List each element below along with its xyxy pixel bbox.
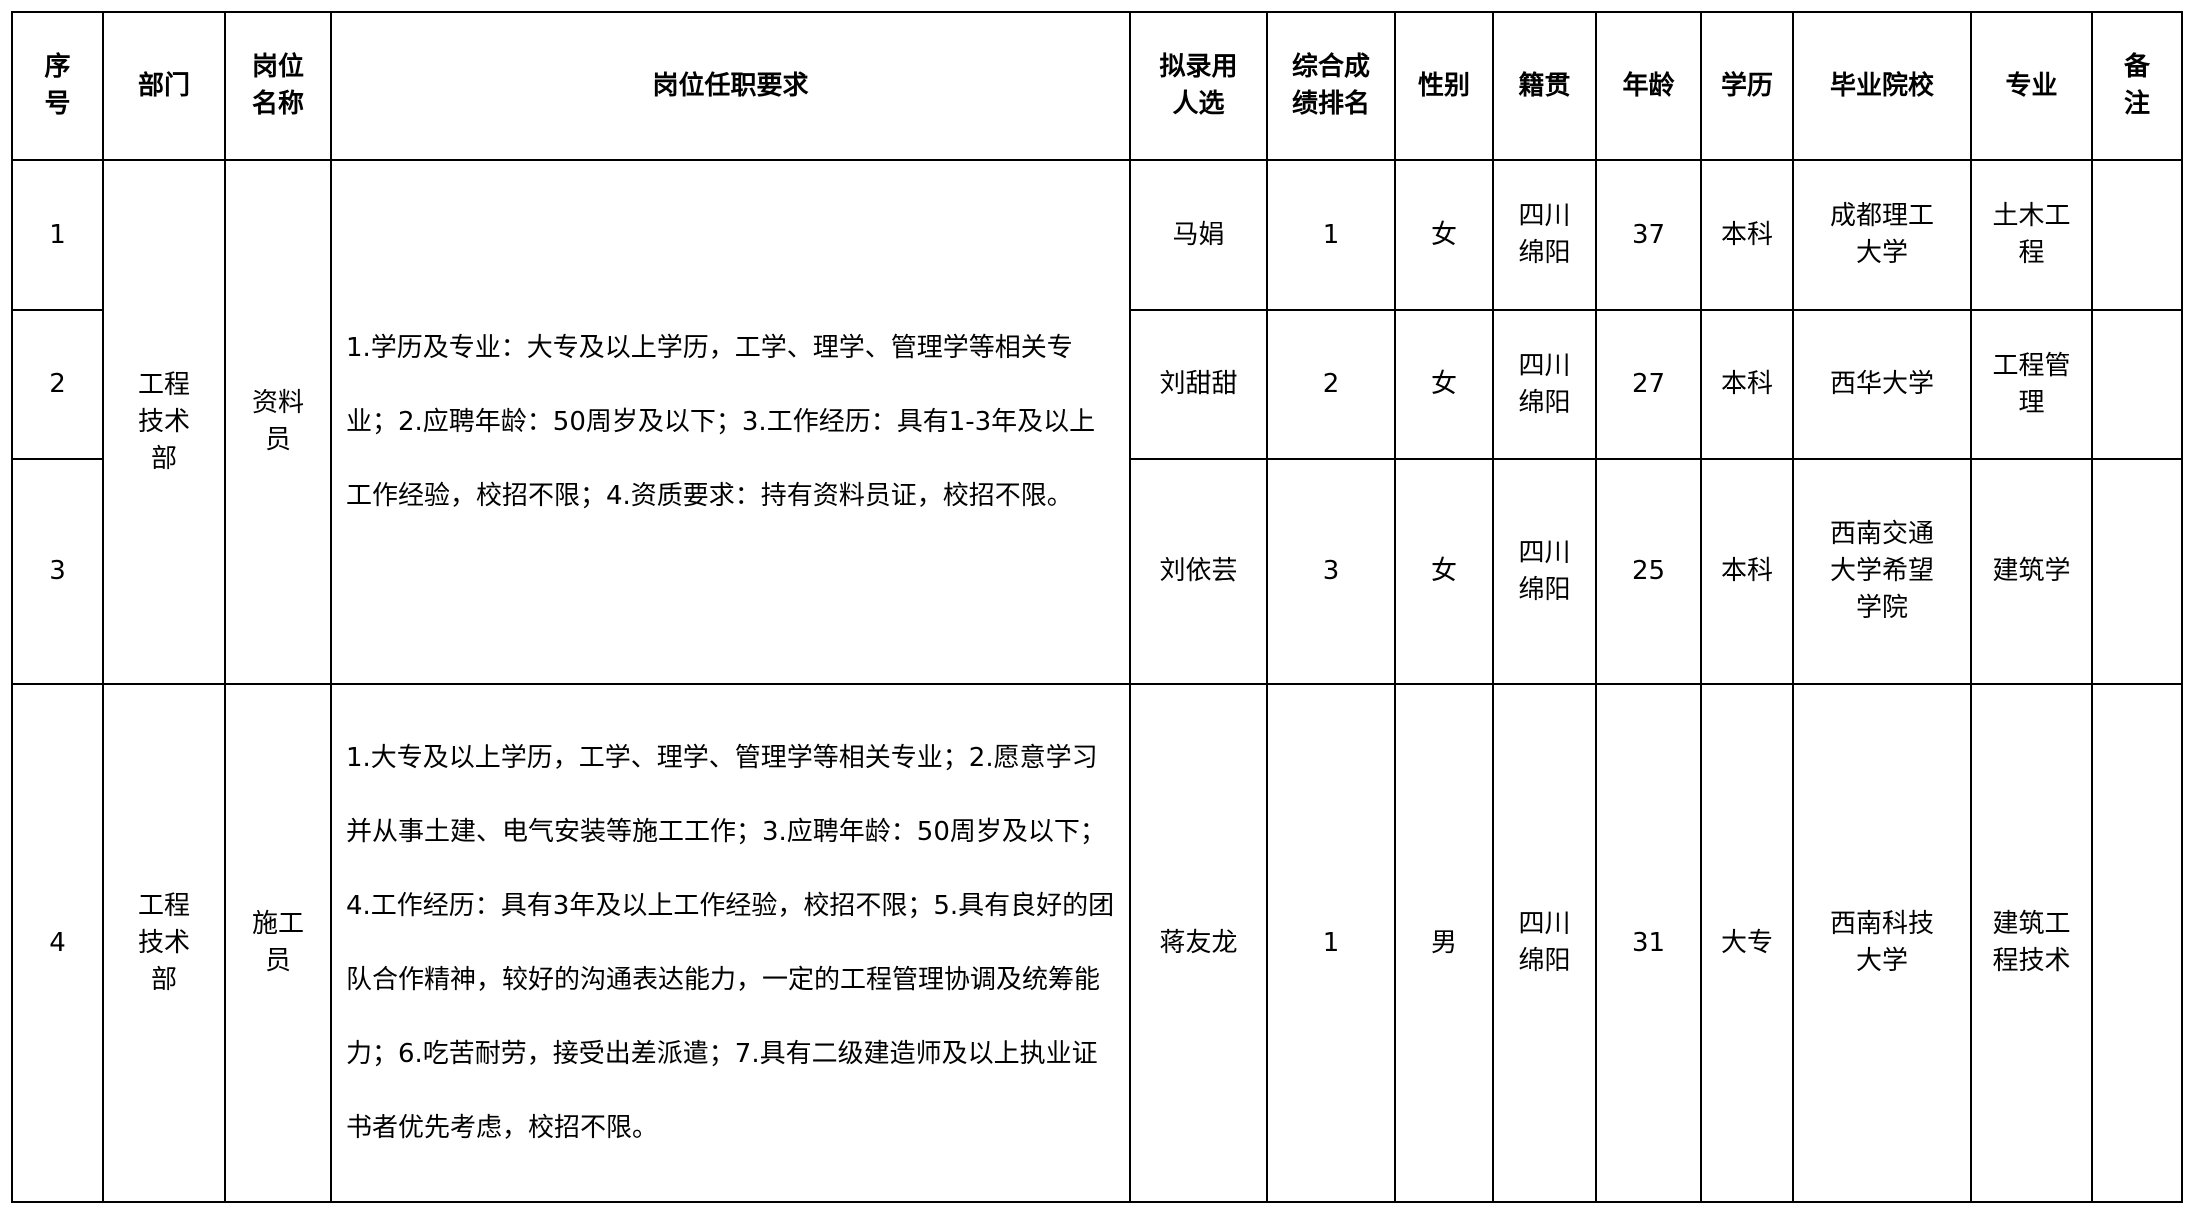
cell-note [2091,309,2183,460]
cell-school: 西南交通 大学希望 学院 [1792,458,1972,685]
cell-school: 成都理工 大学 [1792,159,1972,311]
cell-requirements: 1.学历及专业：大专及以上学历，工学、理学、管理学等相关专业；2.应聘年龄：50… [330,159,1131,685]
cell-position: 施工 员 [224,683,332,1203]
cell-note [2091,458,2183,685]
header-origin: 籍贯 [1492,11,1597,161]
table-row: 3 刘依芸 3 女 四川 绵阳 25 本科 西南交通 大学希望 学院 建筑学 [11,458,2183,685]
header-age: 年龄 [1595,11,1702,161]
cell-origin: 四川 绵阳 [1492,458,1597,685]
header-position: 岗位 名称 [224,11,332,161]
cell-age: 25 [1595,458,1702,685]
cell-education: 本科 [1700,309,1794,460]
cell-no: 3 [11,458,104,685]
cell-department: 工程 技术 部 [102,159,226,685]
cell-school: 西南科技 大学 [1792,683,1972,1203]
header-education: 学历 [1700,11,1794,161]
header-gender: 性别 [1394,11,1494,161]
header-requirements: 岗位任职要求 [330,11,1131,161]
cell-no: 1 [11,159,104,311]
cell-gender: 男 [1394,683,1494,1203]
cell-education: 本科 [1700,159,1794,311]
cell-major: 工程管 理 [1970,309,2093,460]
cell-major: 建筑学 [1970,458,2093,685]
recruitment-table: 序 号 部门 岗位 名称 岗位任职要求 拟录用 人选 综合成 绩排名 性别 籍贯… [11,11,2183,1203]
cell-age: 37 [1595,159,1702,311]
cell-no: 2 [11,309,104,460]
cell-note [2091,683,2183,1203]
header-rank: 综合成 绩排名 [1266,11,1396,161]
header-school: 毕业院校 [1792,11,1972,161]
header-department: 部门 [102,11,226,161]
header-candidate: 拟录用 人选 [1129,11,1268,161]
cell-note [2091,159,2183,311]
header-row: 序 号 部门 岗位 名称 岗位任职要求 拟录用 人选 综合成 绩排名 性别 籍贯… [11,11,2183,161]
cell-department: 工程 技术 部 [102,683,226,1203]
cell-age: 27 [1595,309,1702,460]
cell-rank: 1 [1266,683,1396,1203]
cell-major: 建筑工 程技术 [1970,683,2093,1203]
cell-major: 土木工 程 [1970,159,2093,311]
header-note: 备 注 [2091,11,2183,161]
cell-gender: 女 [1394,159,1494,311]
cell-education: 本科 [1700,458,1794,685]
cell-rank: 3 [1266,458,1396,685]
cell-age: 31 [1595,683,1702,1203]
cell-candidate: 马娟 [1129,159,1268,311]
cell-origin: 四川 绵阳 [1492,159,1597,311]
cell-position: 资料 员 [224,159,332,685]
cell-education: 大专 [1700,683,1794,1203]
cell-school: 西华大学 [1792,309,1972,460]
cell-requirements: 1.大专及以上学历，工学、理学、管理学等相关专业；2.愿意学习并从事土建、电气安… [330,683,1131,1203]
table-row: 1 工程 技术 部 资料 员 1.学历及专业：大专及以上学历，工学、理学、管理学… [11,159,2183,685]
cell-rank: 2 [1266,309,1396,460]
header-no: 序 号 [11,11,104,161]
cell-origin: 四川 绵阳 [1492,683,1597,1203]
cell-origin: 四川 绵阳 [1492,309,1597,460]
cell-gender: 女 [1394,309,1494,460]
table-row: 4 工程 技术 部 施工 员 1.大专及以上学历，工学、理学、管理学等相关专业；… [11,683,2183,1203]
cell-candidate: 蒋友龙 [1129,683,1268,1203]
cell-no: 4 [11,683,104,1203]
cell-gender: 女 [1394,458,1494,685]
cell-candidate: 刘甜甜 [1129,309,1268,460]
header-major: 专业 [1970,11,2093,161]
cell-candidate: 刘依芸 [1129,458,1268,685]
table-row: 2 刘甜甜 2 女 四川 绵阳 27 本科 西华大学 工程管 理 [11,309,2183,460]
cell-rank: 1 [1266,159,1396,311]
